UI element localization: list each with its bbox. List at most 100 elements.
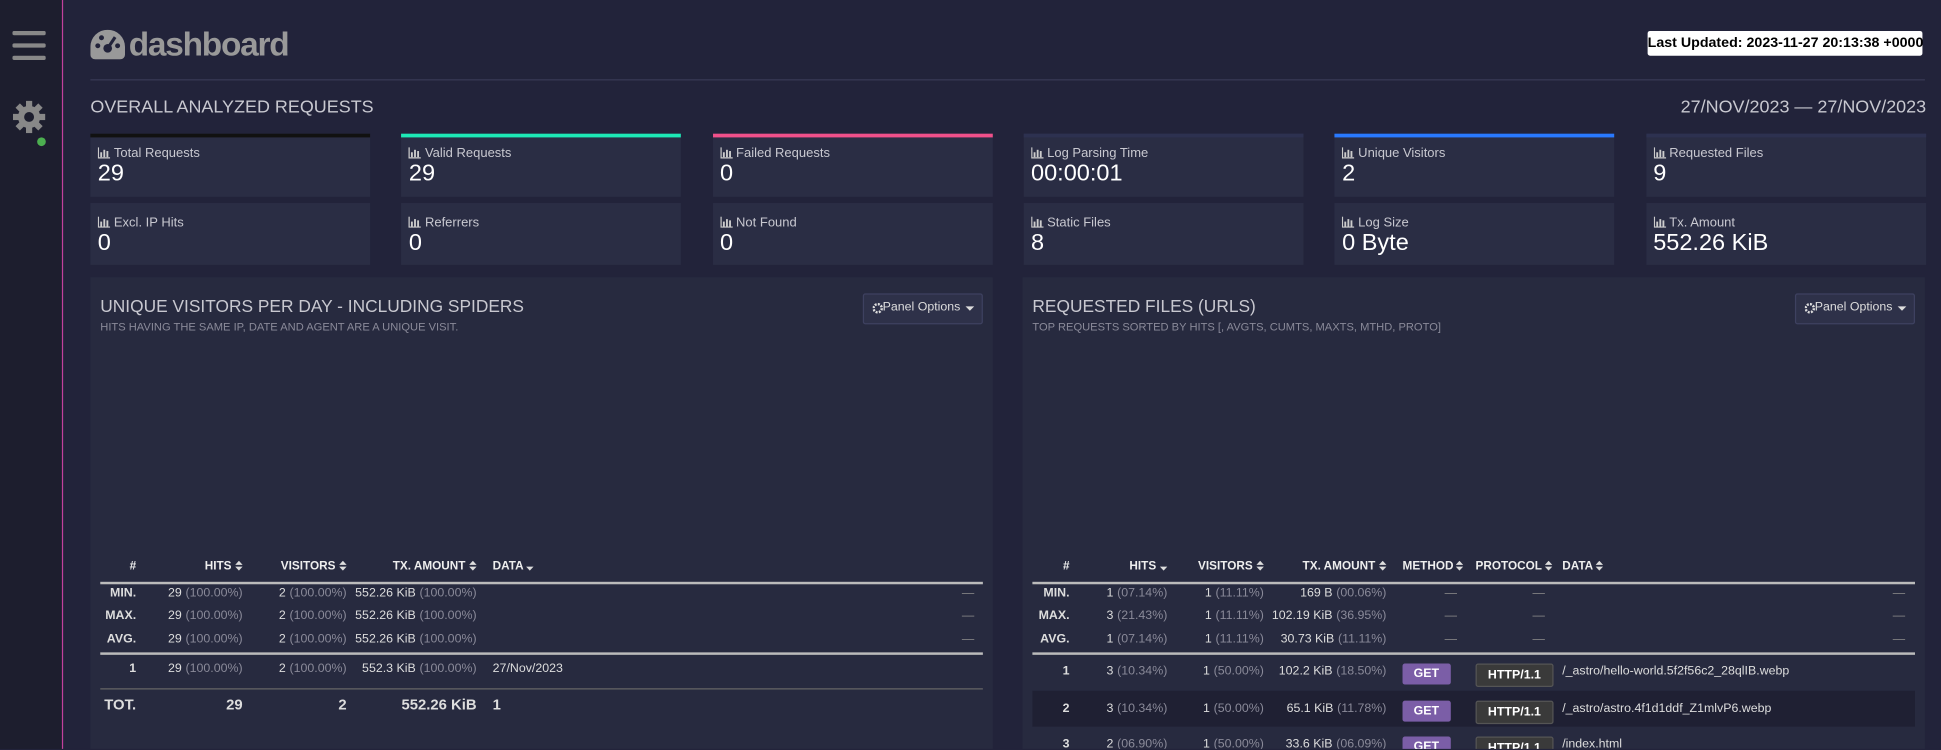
cell-percent: (06.09%) — [1336, 737, 1387, 749]
table-cell: — — [1892, 586, 1906, 601]
table-cell: 29 (100.00%) — [168, 631, 243, 648]
cell-value: 1 — [1204, 609, 1212, 624]
table-cell: — — [1444, 586, 1457, 601]
cell-value: 1 — [1204, 586, 1212, 601]
metric-icon — [719, 147, 733, 159]
sort-icon[interactable] — [526, 561, 534, 571]
status-dot — [37, 137, 46, 147]
panel-options-button[interactable] — [1794, 293, 1916, 325]
table-cell: 1 (50.00%) — [1203, 664, 1264, 681]
panel-subtitle: TOP REQUESTS SORTED BY HITS [, AVGTS, CU… — [1032, 320, 1441, 333]
cell-value: 102.19 KiB — [1271, 609, 1333, 624]
menu-button[interactable] — [12, 30, 46, 61]
sort-icon[interactable] — [1455, 560, 1464, 571]
cell-percent: (100.00%) — [289, 609, 347, 624]
table-cell: 1 (07.14%) — [1106, 586, 1167, 603]
metric-value: 0 — [97, 230, 111, 257]
table-cell: — — [1532, 632, 1545, 646]
cell-percent: (36.95%) — [1336, 609, 1387, 624]
cell-value: 552.26 KiB — [355, 586, 416, 601]
table-cell: — — [1892, 632, 1906, 646]
sort-icon[interactable] — [1595, 560, 1604, 571]
cell-percent: (07.14%) — [1117, 586, 1168, 601]
cell-percent: (100.00%) — [419, 609, 477, 624]
table-cell: 2 (100.00%) — [279, 631, 347, 648]
cell-value: 1 — [1106, 632, 1114, 646]
cell-percent: (11.78%) — [1337, 701, 1387, 715]
cell-value: 169 B — [1300, 586, 1333, 601]
metric-icon — [408, 147, 422, 159]
metric-value: 8 — [1031, 230, 1045, 257]
sort-icon[interactable] — [1378, 560, 1387, 571]
table-row-stripe — [1032, 690, 1916, 727]
cell-value: 29 — [168, 586, 182, 601]
table-cell: 29 (100.00%) — [168, 586, 243, 603]
table-header: DATA — [492, 559, 524, 574]
sort-icon[interactable] — [1159, 561, 1168, 571]
table-cell: 3 (10.34%) — [1106, 700, 1167, 717]
sort-icon[interactable] — [339, 560, 347, 571]
table-cell: — — [961, 609, 975, 624]
panel — [90, 277, 993, 749]
sort-icon[interactable] — [235, 560, 243, 571]
last-updated: Last Updated: 2023-11-27 20:13:38 +0000 — [1647, 30, 1923, 56]
table-cell: /_astro/astro.4f1d1ddf_Z1mlvP6.webp — [1562, 701, 1772, 715]
table-cell: 29 (100.00%) — [168, 661, 243, 678]
cell-percent: (10.34%) — [1117, 664, 1168, 679]
table-cell: 2 — [338, 695, 347, 714]
cell-value: 29 — [168, 609, 182, 624]
table-header: VISITORS — [280, 559, 336, 574]
cell-value: 3 — [1106, 701, 1114, 715]
metric-icon — [97, 147, 111, 159]
metric-value: 0 — [719, 160, 734, 187]
metric-value: 00:00:01 — [1031, 160, 1123, 187]
metric-card — [712, 203, 993, 265]
metric-card — [1645, 133, 1926, 197]
metric-card — [90, 203, 371, 265]
cell-value: 30.73 KiB — [1280, 632, 1335, 646]
table-cell: MIN. — [110, 586, 137, 601]
sort-icon[interactable] — [1256, 560, 1264, 571]
metric-label: Total Requests — [113, 146, 200, 161]
table-cell: /_astro/hello-world.5f2f56c2_28qlIB.webp — [1562, 664, 1790, 679]
table-cell: 552.26 KiB — [401, 695, 477, 714]
cell-value: 2 — [278, 609, 286, 624]
cell-percent: (50.00%) — [1213, 701, 1264, 715]
metric-icon — [408, 216, 422, 228]
cell-value: 3 — [1106, 664, 1114, 679]
cell-percent: (100.00%) — [185, 662, 243, 676]
sort-icon[interactable] — [469, 560, 477, 571]
panel-subtitle: HITS HAVING THE SAME IP, DATE AND AGENT … — [100, 320, 459, 333]
table-cell: 1 (11.11%) — [1205, 608, 1264, 625]
table-rule — [1032, 652, 1916, 655]
cell-percent: (100.00%) — [419, 586, 477, 601]
metric-label: Requested Files — [1669, 146, 1764, 161]
table-cell: HTTP/1.1 — [1475, 663, 1554, 688]
metric-label: Failed Requests — [736, 146, 830, 161]
metric-value: 9 — [1653, 160, 1667, 187]
table-cell: 169 B (00.06%) — [1300, 586, 1386, 603]
table-cell: 102.2 KiB (18.50%) — [1279, 664, 1387, 681]
metric-card — [401, 133, 682, 197]
table-cell: 102.19 KiB (36.95%) — [1272, 608, 1387, 625]
table-cell: — — [1444, 632, 1457, 646]
app-title: dashboard — [128, 25, 290, 64]
metric-value: 29 — [97, 160, 124, 187]
sort-icon[interactable] — [1544, 560, 1553, 571]
header-rule — [90, 79, 1925, 81]
metric-card — [712, 133, 993, 197]
panel-options-icons — [1804, 302, 1907, 314]
date-range: 27/NOV/2023 — 27/NOV/2023 — [1680, 97, 1927, 118]
cell-percent: (100.00%) — [185, 609, 243, 624]
metric-card — [1334, 203, 1615, 265]
cell-value: 2 — [278, 586, 286, 601]
table-cell: HTTP/1.1 — [1475, 736, 1554, 749]
cell-value: 33.6 KiB — [1285, 737, 1333, 749]
table-cell: 2 (100.00%) — [279, 608, 347, 625]
cell-value: 102.2 KiB — [1278, 664, 1333, 679]
metric-card — [401, 203, 682, 265]
settings-button[interactable] — [12, 100, 46, 134]
metric-value: 29 — [408, 160, 436, 187]
cell-value: 2 — [1106, 737, 1114, 749]
table-cell: AVG. — [1040, 632, 1070, 646]
